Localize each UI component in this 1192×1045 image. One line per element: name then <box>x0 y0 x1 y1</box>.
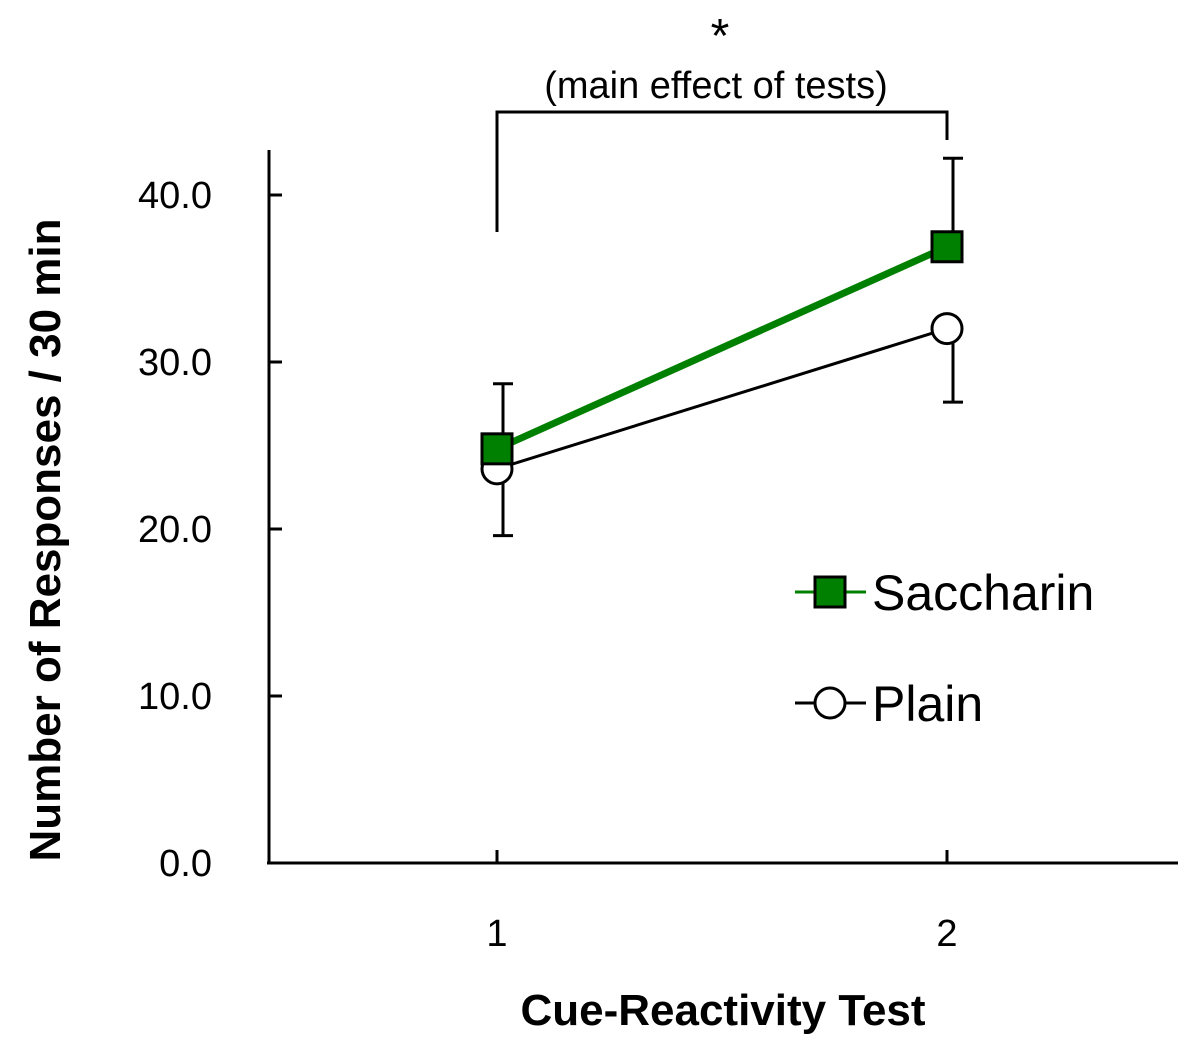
significance-star: * <box>711 10 730 63</box>
data-point-plain <box>930 312 964 346</box>
significance-bracket <box>495 110 949 232</box>
legend: Saccharin Plain <box>795 565 1094 732</box>
y-tick-label: 0.0 <box>159 843 212 885</box>
data-point-saccharin <box>480 432 514 466</box>
legend-marker-circle <box>813 686 847 720</box>
x-axis-title: Cue-Reactivity Test <box>520 986 925 1035</box>
legend-label: Saccharin <box>872 565 1094 621</box>
y-ticks: 0.0 10.0 20.0 30.0 40.0 <box>138 175 282 885</box>
data-point-saccharin <box>930 230 964 264</box>
legend-label: Plain <box>872 676 983 732</box>
series-line-plain <box>496 327 948 471</box>
x-tick-label: 1 <box>486 913 507 955</box>
legend-marker-square <box>813 575 847 609</box>
y-tick-label: 10.0 <box>138 676 212 718</box>
y-axis-title: Number of Responses / 30 min <box>21 218 70 861</box>
x-tick-label: 2 <box>936 913 957 955</box>
y-tick-label: 20.0 <box>138 509 212 551</box>
significance-label: (main effect of tests) <box>544 65 888 107</box>
y-tick-label: 40.0 <box>138 175 212 217</box>
y-tick-label: 30.0 <box>138 342 212 384</box>
series-line-saccharin <box>495 243 949 453</box>
series-layer <box>480 156 964 538</box>
